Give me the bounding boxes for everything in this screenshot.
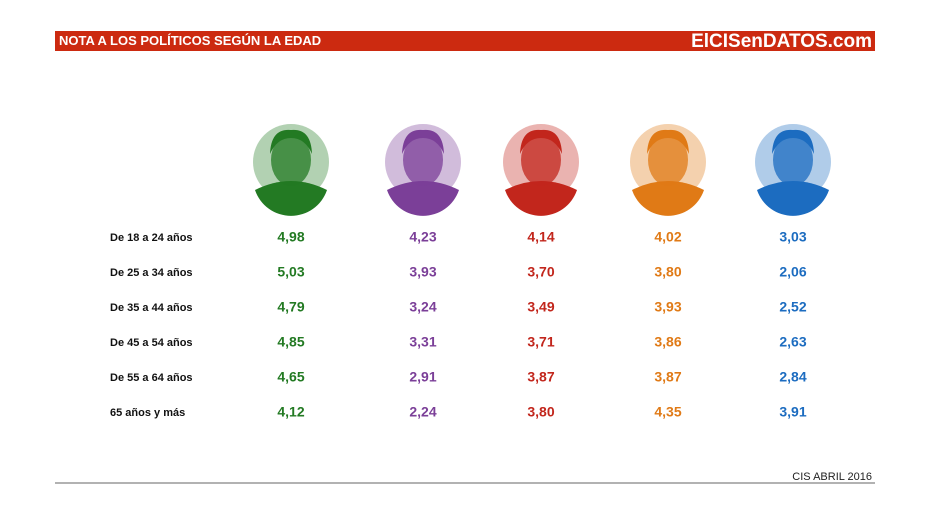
cell-value: 3,86 [654, 334, 681, 350]
source: CIS ABRIL 2016 [792, 471, 872, 483]
table: De 18 a 24 años 4,98 4,23 4,14 4,02 3,03 De 25… [110, 229, 807, 420]
cell-value: 3,87 [527, 369, 554, 385]
cell-value: 4,14 [527, 229, 554, 245]
cell-value: 4,35 [654, 404, 681, 420]
portrait-face [773, 134, 813, 186]
cell-value: 3,91 [779, 404, 806, 420]
cell-value: 3,93 [654, 299, 681, 315]
cell-value: 2,52 [779, 299, 806, 315]
cell-value: 3,49 [527, 299, 554, 315]
cell-value: 2,84 [779, 369, 806, 385]
portrait-hair [772, 129, 814, 154]
cell-value: 3,31 [409, 334, 436, 350]
portrait-face [403, 134, 443, 186]
cell-value: 3,93 [409, 264, 436, 280]
portrait-hair [402, 129, 444, 154]
portrait-hair [520, 129, 562, 154]
cell-value: 4,23 [409, 229, 436, 245]
cell-value: 3,24 [409, 299, 436, 315]
cell-value: 3,80 [654, 264, 681, 280]
cell-value: 4,65 [277, 369, 304, 385]
header-bar [55, 31, 875, 51]
cell-value: 2,91 [409, 369, 436, 385]
cell-value: 2,63 [779, 334, 806, 350]
portrait [755, 124, 831, 216]
cell-value: 2,06 [779, 264, 806, 280]
cell-value: 5,03 [277, 264, 304, 280]
cell-value: 4,79 [277, 299, 304, 315]
header-brand: ElCISenDATOS.com [691, 31, 872, 52]
cell-value: 3,87 [654, 369, 681, 385]
portrait-face [271, 134, 311, 186]
portrait-face [521, 134, 561, 186]
row-label: De 45 a 54 años [110, 337, 193, 349]
cell-value: 4,02 [654, 229, 681, 245]
portrait-shoulders [505, 181, 577, 216]
header-title: NOTA A LOS POLÍTICOS SEGÚN LA EDAD [59, 33, 321, 48]
cell-value: 2,24 [409, 404, 436, 420]
portrait-shoulders [255, 181, 327, 216]
cell-value: 3,71 [527, 334, 554, 350]
portrait [630, 124, 706, 216]
row-label: De 18 a 24 años [110, 232, 193, 244]
row-label: De 35 a 44 años [110, 302, 193, 314]
cell-value: 4,85 [277, 334, 304, 350]
portrait-hair [270, 129, 312, 154]
portrait-face [648, 134, 688, 186]
portraits [253, 124, 831, 216]
portrait [253, 124, 329, 216]
portrait-shoulders [757, 181, 829, 216]
cell-value: 3,03 [779, 229, 806, 245]
row-label: De 25 a 34 años [110, 267, 193, 279]
row-label: 65 años y más [110, 407, 185, 419]
portrait-hair [647, 129, 689, 154]
cell-value: 3,70 [527, 264, 554, 280]
portrait-shoulders [387, 181, 459, 216]
portrait [503, 124, 579, 216]
portrait [385, 124, 461, 216]
cell-value: 4,12 [277, 404, 304, 420]
portrait-shoulders [632, 181, 704, 216]
row-label: De 55 a 64 años [110, 372, 193, 384]
cell-value: 4,98 [277, 229, 304, 245]
cell-value: 3,80 [527, 404, 554, 420]
